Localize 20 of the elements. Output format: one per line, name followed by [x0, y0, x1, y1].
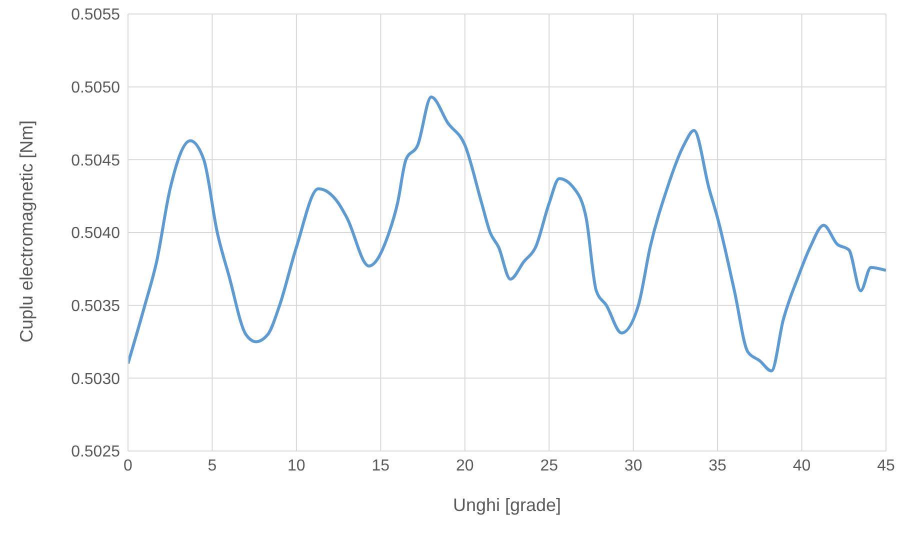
x-axis-title: Unghi [grade]: [452, 495, 562, 515]
line-series: [128, 96, 886, 372]
y-tick-label: 0.5055: [71, 6, 120, 24]
y-tick-label: 0.5045: [71, 152, 120, 170]
x-tick-label: 35: [708, 457, 727, 474]
y-tick-label: 0.5030: [71, 370, 120, 388]
y-tick-label: 0.5040: [71, 225, 120, 242]
x-tick-label: 45: [877, 457, 895, 474]
x-tick-label: 30: [624, 457, 642, 474]
x-tick-label: 40: [792, 457, 811, 474]
x-tick-label: 0: [124, 457, 133, 474]
x-tick-label: 20: [456, 457, 474, 474]
y-axis-title: Cuplu electromagnetic [Nm]: [16, 120, 36, 342]
x-tick-label: 25: [540, 457, 558, 474]
y-tick-label: 0.5025: [71, 444, 120, 461]
y-tick-label: 0.5035: [71, 298, 120, 316]
x-tick-label: 15: [372, 457, 390, 474]
x-tick-label: 10: [288, 457, 306, 474]
x-tick-label: 5: [208, 457, 217, 474]
y-tick-label: 0.5050: [71, 80, 120, 97]
